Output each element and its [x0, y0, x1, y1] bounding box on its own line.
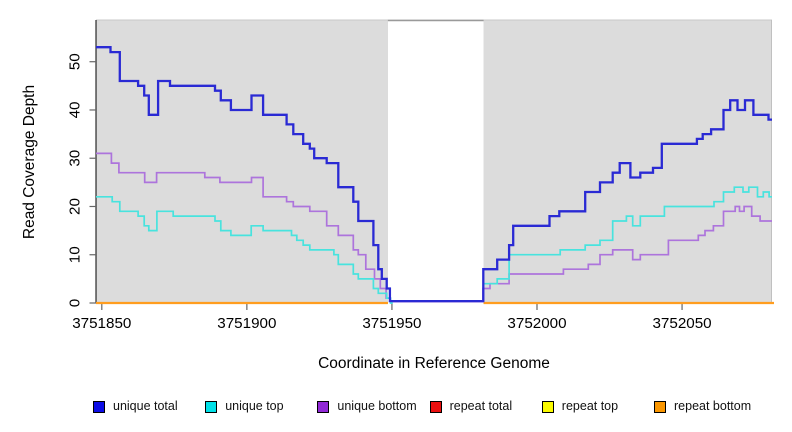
y-tick-label-50: 50 — [67, 53, 84, 70]
x-tick-label-3751850: 3751850 — [72, 315, 131, 332]
x-tick-label-3752050: 3752050 — [652, 315, 711, 332]
y-tick-label-10: 10 — [67, 246, 84, 263]
series-unique-top-line-1 — [96, 195, 393, 304]
series-unique-top-line-2 — [483, 186, 772, 285]
series-unique-total-line — [96, 46, 772, 303]
y-tick-label-30: 30 — [67, 150, 84, 167]
x-tick-label-3752000: 3752000 — [507, 315, 566, 332]
gap-band — [387, 20, 484, 306]
x-axis-title: Coordinate in Reference Genome — [318, 355, 550, 372]
y-tick-label-40: 40 — [67, 102, 84, 119]
x-tick-label-3751900: 3751900 — [217, 315, 276, 332]
y-tick-label-0: 0 — [67, 299, 84, 307]
y-tick-label-20: 20 — [67, 198, 84, 215]
x-tick-label-3751950: 3751950 — [362, 315, 421, 332]
y-axis-title: Read Coverage Depth — [21, 84, 38, 240]
